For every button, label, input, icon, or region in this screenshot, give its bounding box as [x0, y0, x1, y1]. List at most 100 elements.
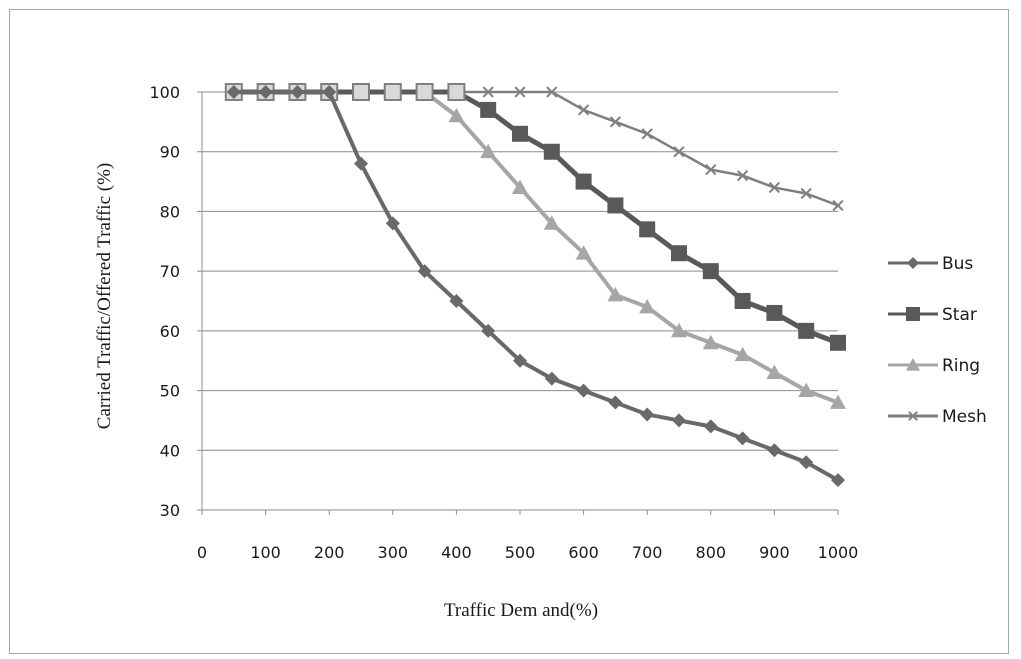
- data-point-square: [830, 334, 846, 351]
- data-point-diamond: [831, 473, 845, 488]
- data-point-x: [705, 164, 717, 176]
- x-mark-stroke: [832, 199, 844, 212]
- data-point-diamond: [735, 431, 750, 446]
- x-tick-label: 800: [696, 543, 727, 562]
- data-point-x: [736, 169, 749, 182]
- data-point-square: [480, 101, 497, 118]
- legend: Bus Star Ring Mesh: [888, 254, 987, 427]
- y-tick-label: 100: [149, 83, 180, 102]
- data-point-x: [768, 181, 781, 194]
- data-point-triangle: [480, 143, 497, 159]
- data-point-x: [609, 116, 622, 128]
- axes: [197, 91, 839, 515]
- series-mesh: [228, 86, 844, 212]
- data-point-square: [702, 263, 719, 280]
- series-star: [224, 83, 846, 351]
- data-point-diamond: [576, 383, 591, 398]
- data-point-square: [639, 221, 656, 238]
- data-point-square: [447, 83, 466, 101]
- data-point-square: [734, 293, 751, 309]
- x-tick-label: 400: [441, 543, 472, 562]
- x-tick-label: 100: [250, 543, 281, 562]
- y-tick-label: 70: [160, 262, 180, 281]
- data-point-x: [673, 146, 685, 158]
- x-mark-stroke: [908, 411, 918, 421]
- data-point-triangle: [906, 358, 920, 371]
- data-point-diamond: [544, 371, 559, 386]
- tick-labels: 30 40 50 60 70 80 90 100 0 100 200 300 400 500 600 700 8…: [149, 83, 858, 562]
- data-point-square: [798, 322, 815, 339]
- x-mark-stroke: [641, 128, 653, 140]
- x-mark-stroke: [546, 86, 558, 98]
- data-point-square: [766, 304, 783, 321]
- data-point-square: [543, 143, 560, 160]
- x-tick-label: 300: [378, 543, 409, 562]
- y-tick-label: 30: [160, 501, 180, 520]
- x-tick-label: 700: [632, 543, 663, 562]
- data-point-triangle: [798, 382, 815, 397]
- y-tick-label: 50: [160, 382, 180, 401]
- y-tick-label: 40: [160, 441, 180, 460]
- x-mark-stroke: [768, 181, 781, 194]
- data-point-diamond: [226, 85, 241, 99]
- data-point-triangle: [607, 287, 624, 302]
- x-mark-stroke: [514, 86, 526, 98]
- y-tick-label: 60: [160, 322, 180, 341]
- x-mark-stroke: [800, 187, 812, 200]
- x-mark-stroke: [482, 86, 494, 98]
- data-point-square: [575, 173, 592, 190]
- data-point-x: [641, 128, 653, 140]
- data-point-square: [383, 83, 402, 101]
- data-point-x: [577, 104, 590, 116]
- data-point-diamond: [258, 85, 273, 99]
- data-point-diamond: [799, 455, 814, 470]
- data-point-diamond: [290, 85, 305, 99]
- data-point-square: [512, 125, 528, 142]
- x-mark-stroke: [736, 169, 749, 182]
- legend-label: Ring: [942, 356, 980, 376]
- legend-item-star: Star: [888, 305, 977, 325]
- x-tick-label: 0: [197, 543, 207, 562]
- data-point-square: [352, 83, 370, 101]
- data-point-triangle: [702, 334, 719, 350]
- data-point-x: [832, 199, 844, 212]
- data-point-diamond: [449, 294, 464, 308]
- y-tick-label: 90: [160, 143, 180, 162]
- series-line-bus: [233, 90, 839, 482]
- data-point-triangle: [639, 298, 656, 314]
- x-tick-label: 600: [568, 543, 599, 562]
- data-point-triangle: [766, 364, 783, 380]
- data-point-diamond: [767, 443, 782, 458]
- data-point-square: [906, 307, 920, 321]
- data-point-x: [514, 86, 526, 98]
- data-point-triangle: [830, 394, 846, 409]
- data-point-diamond: [672, 413, 686, 428]
- data-point-triangle: [543, 215, 560, 230]
- x-axis-title: Traffic Dem and(%): [444, 600, 598, 621]
- data-point-diamond: [703, 419, 718, 434]
- data-point-diamond: [417, 264, 432, 279]
- series-bus: [226, 85, 845, 488]
- data-point-x: [482, 86, 494, 98]
- data-point-triangle: [575, 245, 592, 260]
- data-point-square: [671, 245, 687, 262]
- data-point-diamond: [354, 156, 368, 171]
- data-point-square: [415, 83, 434, 101]
- data-point-triangle: [671, 322, 687, 338]
- data-point-triangle: [734, 346, 751, 362]
- x-tick-label: 200: [314, 543, 345, 562]
- data-point-x: [800, 187, 812, 200]
- data-point-diamond: [385, 216, 400, 231]
- x-mark-stroke: [577, 104, 590, 116]
- legend-item-mesh: Mesh: [888, 407, 987, 427]
- x-tick-label: 500: [505, 543, 536, 562]
- series-ring: [225, 84, 846, 409]
- data-point-diamond: [513, 353, 527, 368]
- y-tick-label: 80: [160, 202, 180, 221]
- data-point-diamond: [640, 407, 655, 422]
- chart-frame: [9, 9, 1009, 654]
- data-point-square: [607, 197, 624, 214]
- x-mark-stroke: [609, 116, 622, 128]
- data-point-diamond: [322, 85, 337, 99]
